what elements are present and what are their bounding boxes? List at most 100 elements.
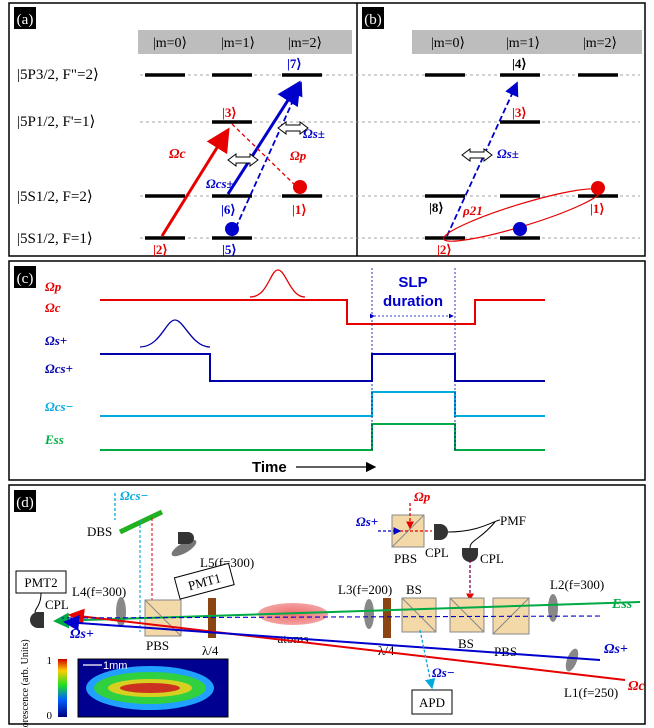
m-header-b bbox=[412, 30, 642, 54]
polarization-arrow-icon bbox=[227, 121, 309, 167]
level-5p32: |5P3/2, F"=2⟩ bbox=[17, 67, 99, 83]
timing-label-os: Ωs+ bbox=[45, 333, 67, 348]
state-1-a: |1⟩ bbox=[292, 202, 306, 217]
state-1-b: |1⟩ bbox=[590, 201, 604, 216]
panel-d-frame bbox=[8, 484, 646, 725]
cpl-second bbox=[462, 548, 478, 562]
population-state1-a bbox=[293, 180, 307, 194]
m0-label-b: |m=0⟩ bbox=[431, 36, 465, 51]
fluorescence-axis-label: Fluorescence (arb. Units) bbox=[20, 639, 31, 728]
omega-s-arrow-b bbox=[446, 81, 519, 237]
pbs-right-label: PBS bbox=[494, 644, 517, 659]
panel-b-label: (b) bbox=[364, 12, 382, 28]
sublevels-b bbox=[425, 73, 618, 240]
duration-label: duration bbox=[383, 293, 443, 310]
bs-left-diagonal bbox=[401, 597, 437, 633]
panel-c-frame bbox=[8, 260, 646, 481]
population-state-b-blue bbox=[513, 222, 527, 236]
lens-l5 bbox=[171, 539, 197, 557]
pmf-fiber bbox=[447, 519, 501, 533]
ess-beam bbox=[53, 601, 641, 629]
polarization-arrow-icon-b bbox=[461, 148, 493, 162]
waveform-ocs-plus bbox=[100, 353, 545, 382]
os-plus-label-right: Ωs+ bbox=[604, 642, 628, 657]
bs-right-label: BS bbox=[458, 636, 474, 651]
lens-l2 bbox=[548, 594, 558, 622]
state-7: |7⟩ bbox=[287, 56, 301, 71]
qwp-right bbox=[383, 598, 391, 638]
l1-label: L1(f=250) bbox=[564, 685, 618, 700]
panel-d-tag-bg bbox=[14, 490, 36, 512]
omega-cs-label: Ωcs± bbox=[206, 176, 234, 191]
os-plus-label-left: Ωs+ bbox=[70, 627, 94, 642]
oc-label-setup: Ωc bbox=[628, 679, 645, 694]
os-beam bbox=[63, 615, 601, 661]
lens-l3 bbox=[364, 599, 374, 629]
dbs-label: DBS bbox=[87, 524, 112, 539]
omega-s-label-a: Ωs± bbox=[303, 126, 325, 141]
cpl-label-top: CPL bbox=[425, 545, 449, 560]
scale-label: 1mm bbox=[103, 660, 127, 672]
os-minus-label: Ωs− bbox=[432, 665, 455, 680]
omega-s-arrow-a bbox=[231, 81, 303, 237]
op-label-setup: Ωp bbox=[414, 489, 431, 504]
pmt2-label: PMT2 bbox=[24, 575, 57, 590]
l4-label: L4(f=300) bbox=[72, 584, 126, 599]
m2-label-a: |m=2⟩ bbox=[288, 36, 322, 51]
m2-label-b: |m=2⟩ bbox=[583, 36, 617, 51]
os-plus-label-top: Ωs+ bbox=[356, 514, 378, 529]
rho21-label: ρ21 bbox=[462, 203, 483, 218]
apd-label: APD bbox=[419, 695, 445, 710]
apd-box bbox=[411, 689, 453, 715]
state-3-a: |3⟩ bbox=[222, 105, 236, 120]
cpl-label-left: CPL bbox=[45, 597, 69, 612]
m0-label-a: |m=0⟩ bbox=[153, 36, 187, 51]
cpl-left bbox=[30, 612, 44, 628]
state-2-a: |2⟩ bbox=[153, 242, 167, 257]
pulse-op bbox=[249, 269, 306, 298]
colorbar bbox=[58, 659, 67, 717]
pmt2-fiber bbox=[34, 592, 42, 616]
l3-label: L3(f=200) bbox=[338, 582, 392, 597]
timing-label-oc: Ωc bbox=[45, 300, 61, 315]
qwp-left bbox=[208, 598, 216, 638]
lens-l1 bbox=[565, 648, 579, 672]
cpl-label-second: CPL bbox=[480, 551, 504, 566]
pbs-top-label: PBS bbox=[394, 551, 417, 566]
panel-d-label: (d) bbox=[16, 495, 34, 511]
os-dashed-beam bbox=[61, 615, 601, 619]
pulse-os bbox=[139, 319, 211, 348]
state-3-b: |3⟩ bbox=[512, 105, 526, 120]
state-6: |6⟩ bbox=[221, 202, 235, 217]
omega-p-label: Ωp bbox=[290, 148, 307, 163]
l5-label: L5(f=300) bbox=[200, 555, 254, 570]
pmt1-box bbox=[173, 562, 235, 600]
l2-label: L2(f=300) bbox=[550, 577, 604, 592]
omega-s-label-b: Ωs± bbox=[497, 146, 519, 161]
qwp-left-label: λ/4 bbox=[202, 643, 219, 658]
panel-b-tag-bg bbox=[362, 7, 384, 29]
panel-a-tag-bg bbox=[14, 7, 36, 29]
level-5p12: |5P1/2, F'=1⟩ bbox=[17, 114, 95, 130]
dbs-mirror bbox=[118, 509, 164, 535]
level-5s12-f1: |5S1/2, F=1⟩ bbox=[17, 231, 93, 247]
pbs-left-label: PBS bbox=[146, 638, 169, 653]
oc-beam bbox=[68, 608, 626, 681]
timing-label-ocs-minus: Ωcs− bbox=[45, 399, 74, 414]
lens-l4 bbox=[116, 597, 126, 627]
slp-label: SLP bbox=[398, 274, 427, 291]
m1-label-b: |m=1⟩ bbox=[506, 36, 540, 51]
fluor-axis-line1: Fluorescence (arb. Units) bbox=[20, 639, 31, 728]
time-axis-label: Time bbox=[252, 459, 287, 476]
fluor-core bbox=[120, 683, 180, 693]
waveform-ocs-minus bbox=[100, 391, 545, 417]
waveform-oc bbox=[100, 299, 545, 325]
timing-label-ocs-plus: Ωcs+ bbox=[45, 361, 73, 376]
colorbar-min: 0 bbox=[47, 710, 53, 722]
omega-c-label: Ωc bbox=[169, 147, 186, 162]
state-2-b: |2⟩ bbox=[437, 242, 451, 257]
bs-right-diagonal bbox=[449, 597, 485, 633]
level-5s12-f2: |5S1/2, F=2⟩ bbox=[17, 189, 93, 205]
omega-c-arrow bbox=[160, 127, 230, 237]
